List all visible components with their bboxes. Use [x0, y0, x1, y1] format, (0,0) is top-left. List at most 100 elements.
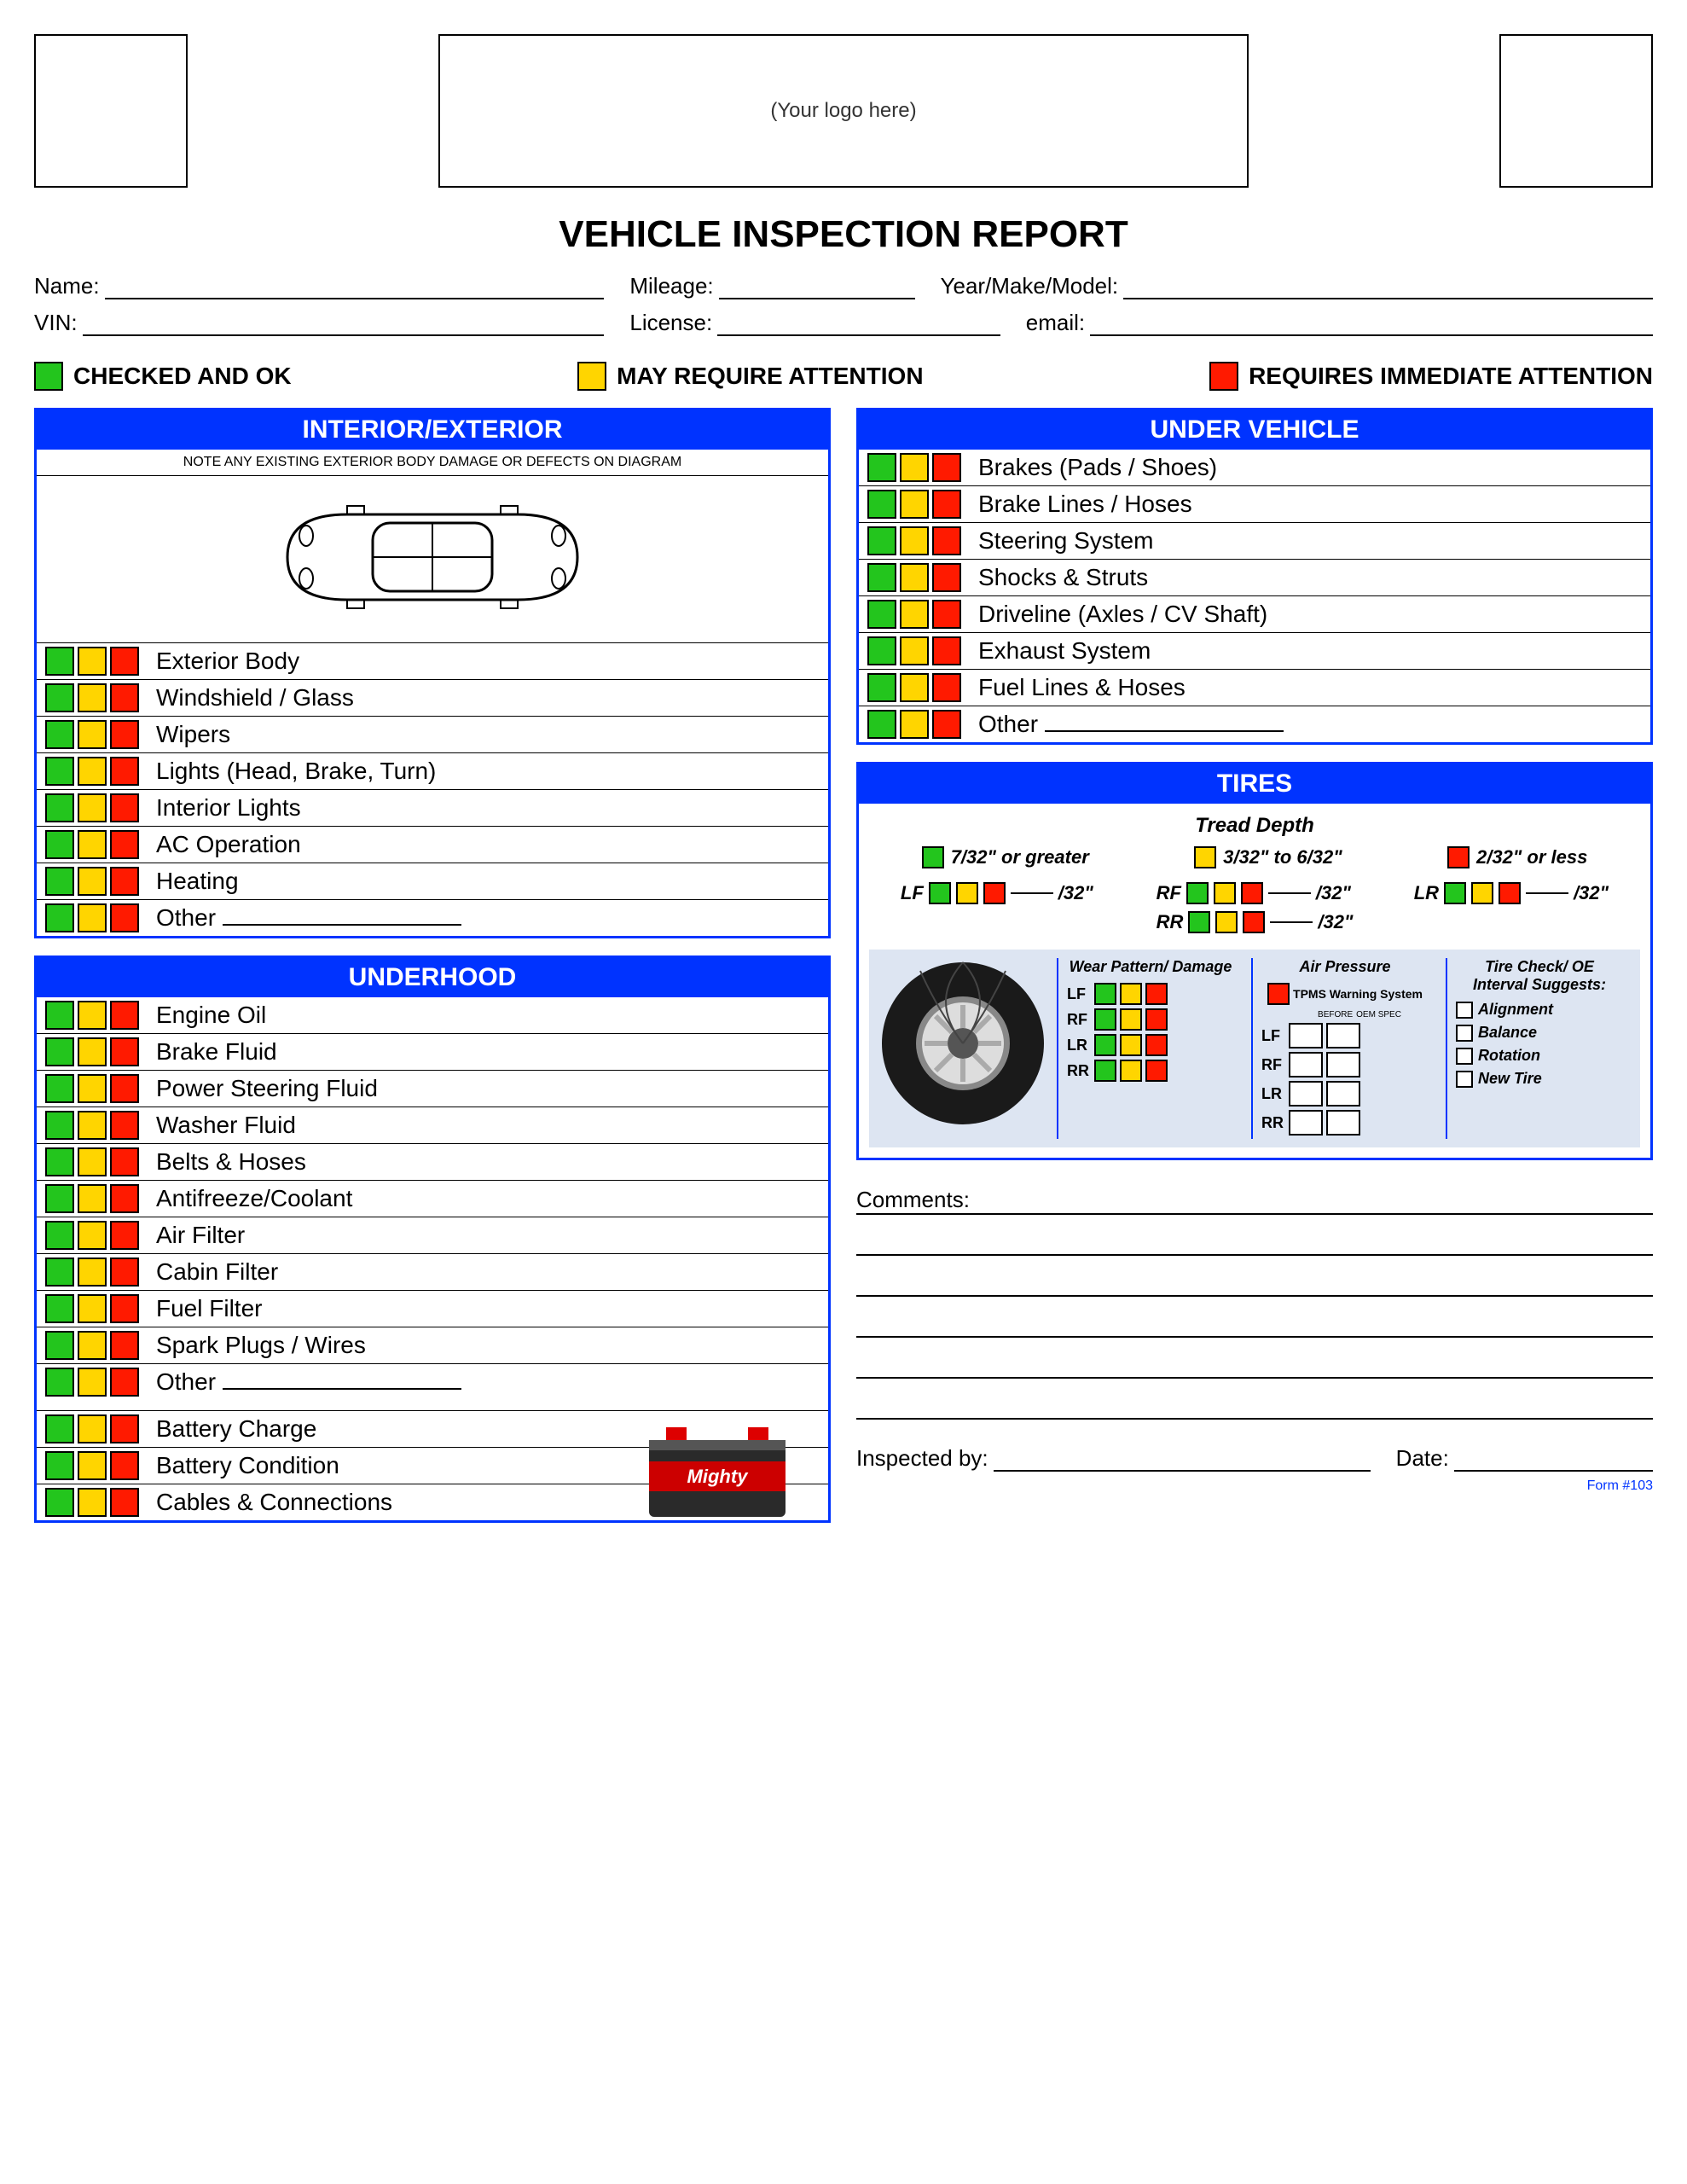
depth-red[interactable]	[1499, 882, 1521, 904]
status-yellow[interactable]	[78, 830, 107, 859]
air-before-input[interactable]	[1289, 1110, 1323, 1136]
status-green[interactable]	[45, 1368, 74, 1397]
comment-line[interactable]	[856, 1341, 1653, 1379]
status-green[interactable]	[45, 793, 74, 822]
inspected-input[interactable]	[994, 1448, 1371, 1472]
status-yellow[interactable]	[78, 1111, 107, 1140]
status-yellow[interactable]	[78, 647, 107, 676]
status-yellow[interactable]	[900, 600, 929, 629]
status-yellow[interactable]	[78, 1368, 107, 1397]
check-box[interactable]	[1456, 1025, 1473, 1042]
status-green[interactable]	[867, 636, 896, 665]
status-yellow[interactable]	[78, 1451, 107, 1480]
status-red[interactable]	[110, 1221, 139, 1250]
status-red[interactable]	[110, 1488, 139, 1517]
status-green[interactable]	[45, 1184, 74, 1213]
status-red[interactable]	[110, 1111, 139, 1140]
air-before-input[interactable]	[1289, 1023, 1323, 1048]
status-yellow[interactable]	[78, 1294, 107, 1323]
status-red[interactable]	[110, 1074, 139, 1103]
status-red[interactable]	[110, 793, 139, 822]
status-red[interactable]	[110, 903, 139, 932]
air-before-input[interactable]	[1289, 1081, 1323, 1107]
status-green[interactable]	[45, 830, 74, 859]
status-yellow[interactable]	[900, 490, 929, 519]
check-box[interactable]	[1456, 1002, 1473, 1019]
status-yellow[interactable]	[78, 1184, 107, 1213]
status-red[interactable]	[110, 647, 139, 676]
status-red[interactable]	[932, 490, 961, 519]
depth-red[interactable]	[983, 882, 1006, 904]
name-input[interactable]	[105, 276, 605, 299]
air-spec-input[interactable]	[1326, 1052, 1360, 1077]
status-green[interactable]	[45, 903, 74, 932]
status-green[interactable]	[45, 683, 74, 712]
status-yellow[interactable]	[78, 793, 107, 822]
status-red[interactable]	[110, 1258, 139, 1287]
status-green[interactable]	[45, 1074, 74, 1103]
wear-yellow[interactable]	[1120, 1034, 1142, 1056]
status-red[interactable]	[110, 1331, 139, 1360]
depth-yellow[interactable]	[1471, 882, 1493, 904]
wear-red[interactable]	[1145, 1060, 1168, 1082]
status-green[interactable]	[45, 1221, 74, 1250]
vin-input[interactable]	[83, 312, 605, 336]
status-green[interactable]	[45, 1258, 74, 1287]
wear-green[interactable]	[1094, 1060, 1116, 1082]
status-green[interactable]	[867, 453, 896, 482]
status-yellow[interactable]	[78, 1488, 107, 1517]
date-input[interactable]	[1454, 1448, 1653, 1472]
status-yellow[interactable]	[900, 563, 929, 592]
status-green[interactable]	[867, 526, 896, 555]
status-yellow[interactable]	[900, 636, 929, 665]
status-green[interactable]	[45, 1037, 74, 1066]
status-red[interactable]	[932, 526, 961, 555]
status-red[interactable]	[932, 673, 961, 702]
status-red[interactable]	[932, 563, 961, 592]
depth-input[interactable]	[1526, 892, 1568, 894]
status-green[interactable]	[867, 490, 896, 519]
wear-yellow[interactable]	[1120, 1060, 1142, 1082]
air-spec-input[interactable]	[1326, 1023, 1360, 1048]
status-yellow[interactable]	[78, 683, 107, 712]
status-yellow[interactable]	[78, 867, 107, 896]
status-red[interactable]	[110, 1368, 139, 1397]
status-yellow[interactable]	[900, 710, 929, 739]
status-yellow[interactable]	[78, 1037, 107, 1066]
status-green[interactable]	[45, 1451, 74, 1480]
depth-green[interactable]	[1186, 882, 1209, 904]
status-yellow[interactable]	[78, 1331, 107, 1360]
status-yellow[interactable]	[78, 1414, 107, 1443]
status-red[interactable]	[110, 1147, 139, 1176]
mileage-input[interactable]	[719, 276, 915, 299]
status-red[interactable]	[110, 1037, 139, 1066]
air-before-input[interactable]	[1289, 1052, 1323, 1077]
comment-line[interactable]	[856, 1218, 1653, 1256]
status-green[interactable]	[45, 647, 74, 676]
status-green[interactable]	[867, 673, 896, 702]
wear-green[interactable]	[1094, 1008, 1116, 1031]
license-input[interactable]	[717, 312, 1000, 336]
depth-yellow[interactable]	[1214, 882, 1236, 904]
status-green[interactable]	[45, 1414, 74, 1443]
status-green[interactable]	[45, 757, 74, 786]
status-green[interactable]	[867, 710, 896, 739]
depth-input[interactable]	[1011, 892, 1053, 894]
depth-green[interactable]	[1188, 911, 1210, 933]
depth-input[interactable]	[1270, 921, 1313, 923]
depth-yellow[interactable]	[1215, 911, 1238, 933]
status-yellow[interactable]	[78, 1074, 107, 1103]
email-input[interactable]	[1090, 312, 1653, 336]
comment-line[interactable]	[856, 1259, 1653, 1297]
wear-yellow[interactable]	[1120, 1008, 1142, 1031]
wear-red[interactable]	[1145, 1034, 1168, 1056]
check-box[interactable]	[1456, 1048, 1473, 1065]
status-green[interactable]	[45, 720, 74, 749]
wear-red[interactable]	[1145, 983, 1168, 1005]
depth-yellow[interactable]	[956, 882, 978, 904]
status-green[interactable]	[45, 867, 74, 896]
depth-red[interactable]	[1243, 911, 1265, 933]
check-box[interactable]	[1456, 1071, 1473, 1088]
status-green[interactable]	[45, 1331, 74, 1360]
air-spec-input[interactable]	[1326, 1110, 1360, 1136]
